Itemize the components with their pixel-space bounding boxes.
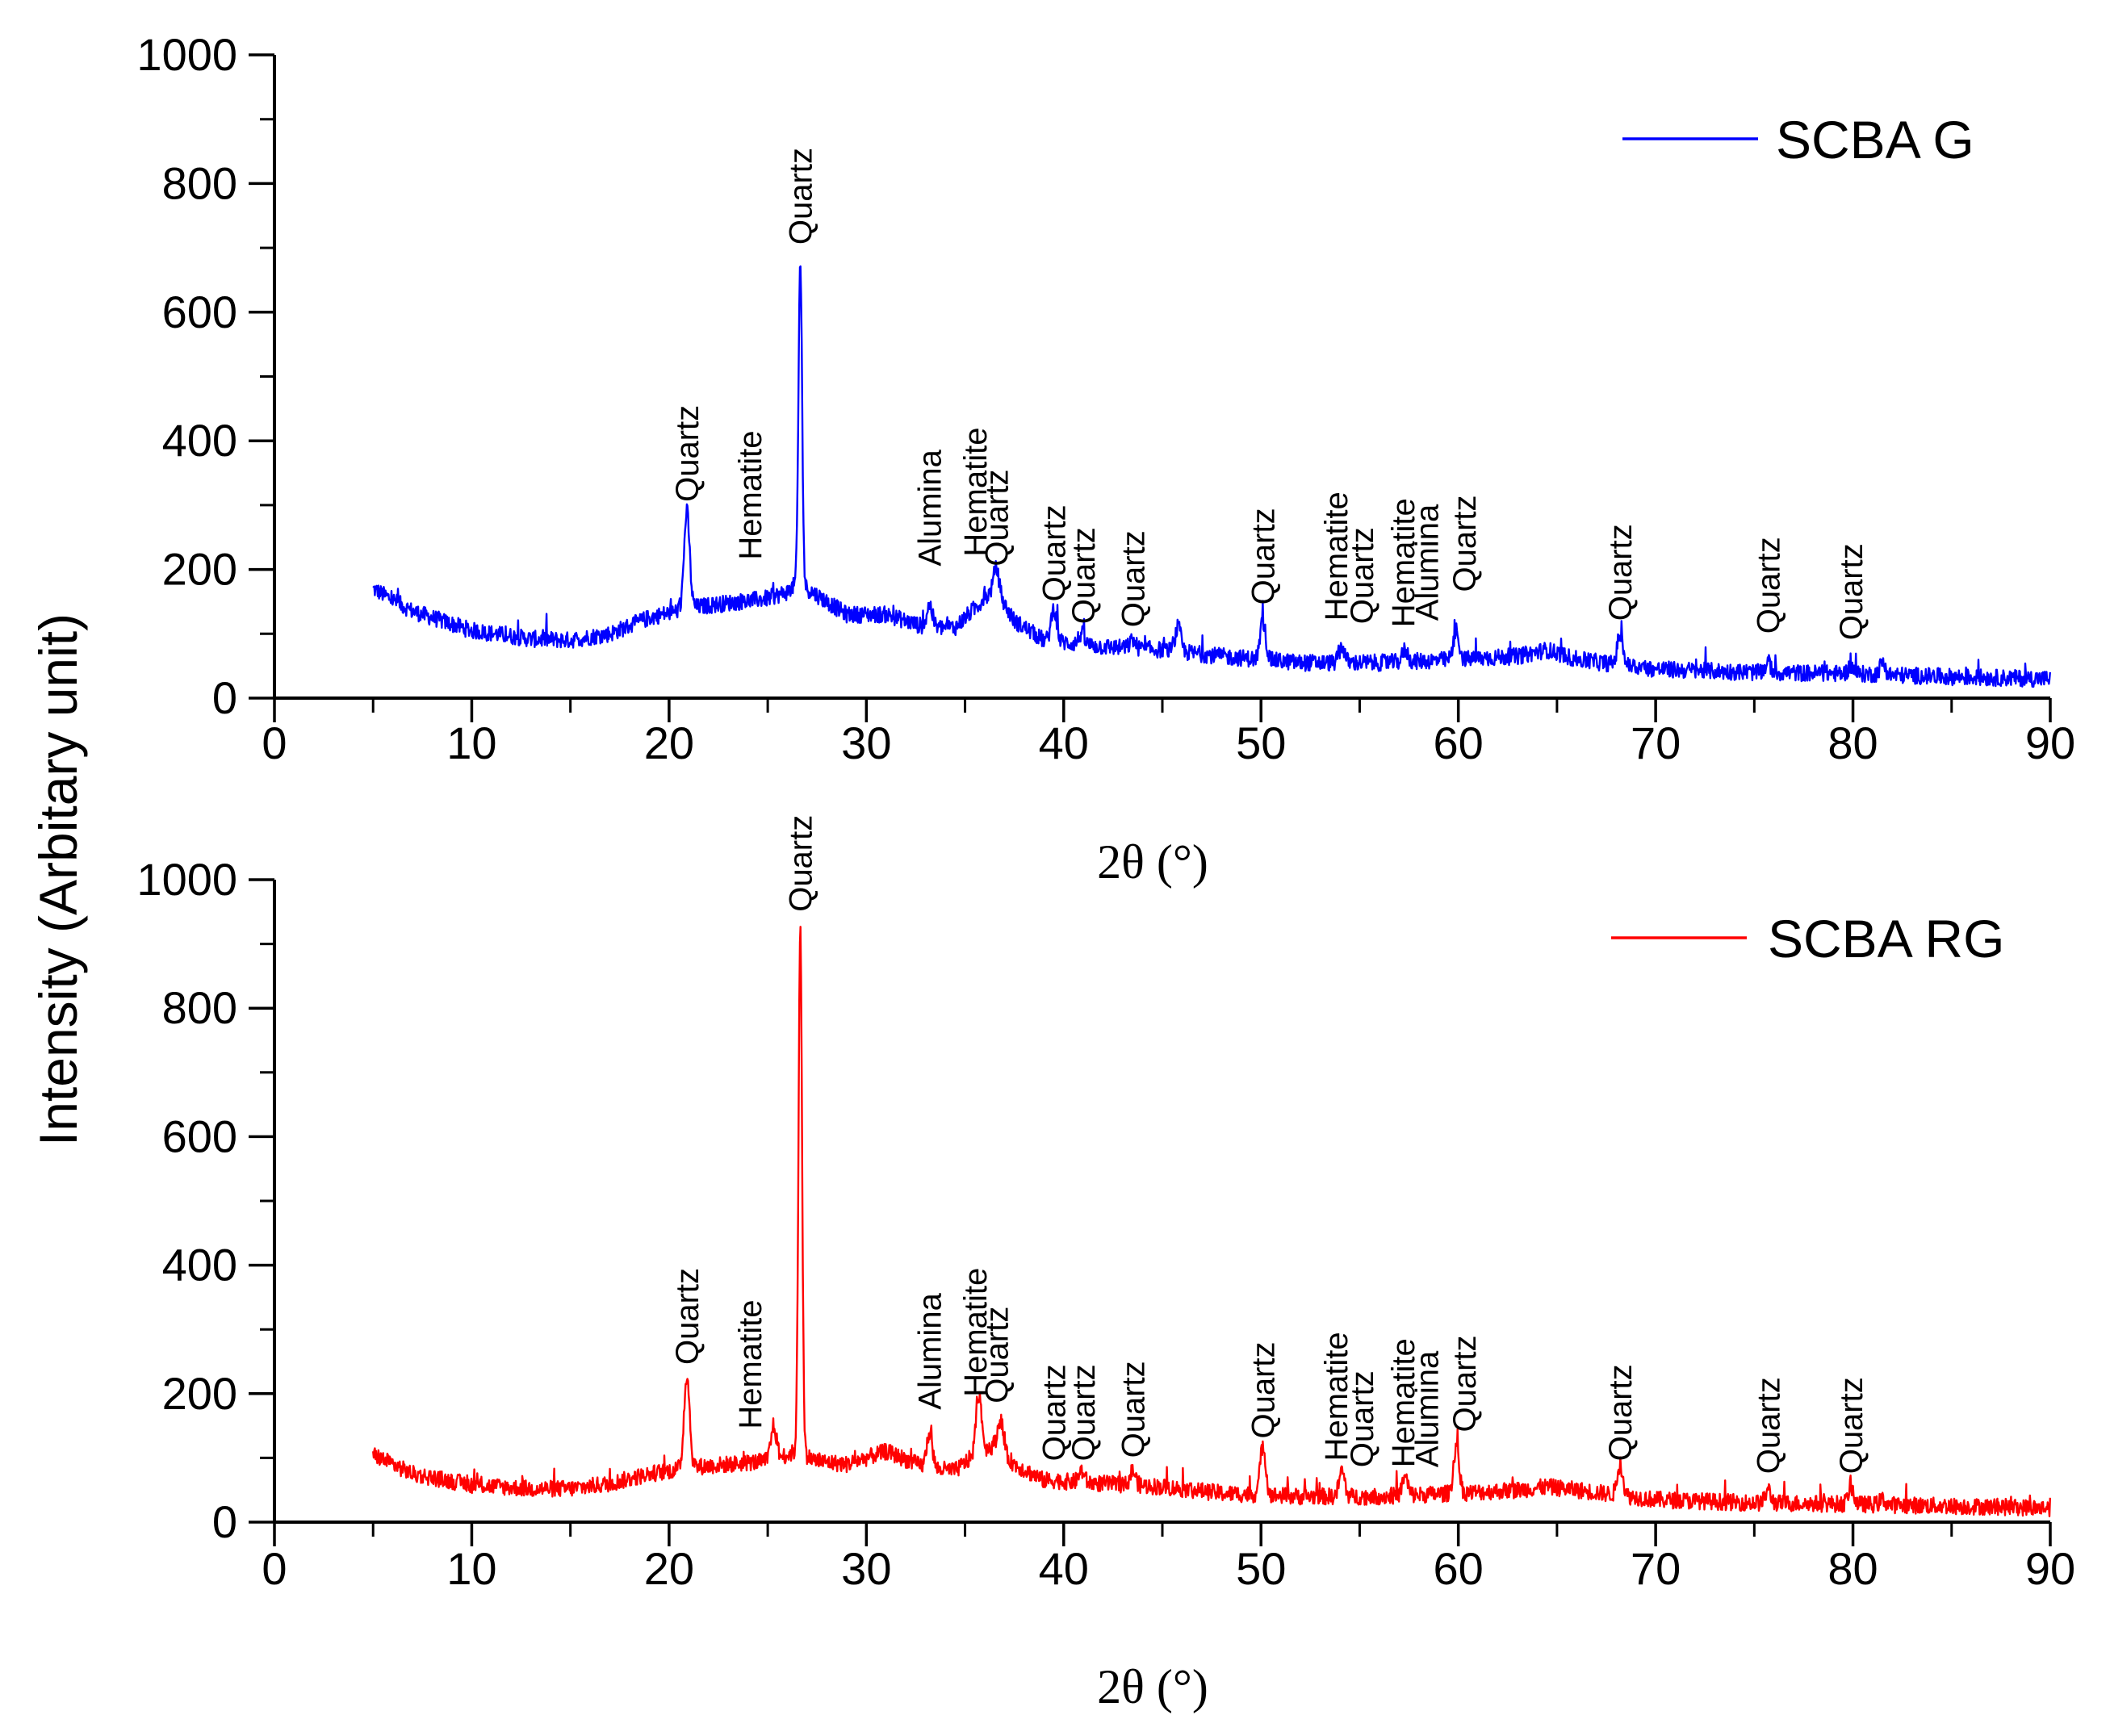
peak-label: Quartz xyxy=(1447,495,1483,592)
peak-label: Quartz xyxy=(1246,1341,1282,1438)
y-tick-label: 0 xyxy=(212,1496,237,1547)
peak-label: Quartz xyxy=(670,405,705,502)
x-tick-label: 50 xyxy=(1236,717,1286,768)
y-tick-label: 800 xyxy=(162,982,237,1033)
legend-label: SCBA G xyxy=(1776,110,1974,169)
y-tick-label: 1000 xyxy=(136,29,237,80)
y-tick-label: 400 xyxy=(162,1240,237,1290)
x-tick-label: 70 xyxy=(1631,717,1681,768)
y-tick-label: 400 xyxy=(162,415,237,466)
peak-label: Alumina xyxy=(913,449,948,566)
y-tick-label: 800 xyxy=(162,157,237,208)
legend-label: SCBA RG xyxy=(1768,909,2004,968)
series-line-scba-rg xyxy=(372,926,2051,1517)
x-tick-label: 60 xyxy=(1434,717,1484,768)
x-tick-label: 20 xyxy=(644,717,694,768)
x-tick-label: 20 xyxy=(644,1543,694,1594)
peak-label: Hematite xyxy=(733,431,768,560)
x-tick-label: 0 xyxy=(262,717,287,768)
peak-label: Hematite xyxy=(958,1268,994,1397)
peak-label: Hematite xyxy=(733,1300,768,1429)
peak-label: Alumina xyxy=(913,1292,948,1409)
peak-label: Hematite xyxy=(1319,492,1354,621)
x-tick-label: 60 xyxy=(1434,1543,1484,1594)
peak-label: Quartz xyxy=(783,148,818,245)
panel-scba-rg: 0 200 400 600 800 1000 0 10 20 30 40 50 60 70 80 90 2θ (… xyxy=(136,815,2075,1713)
peak-label: Quartz xyxy=(980,470,1015,567)
x-tick-label: 80 xyxy=(1827,717,1878,768)
peak-label: Quartz xyxy=(670,1268,705,1365)
peak-label: Alumina xyxy=(1410,504,1446,621)
y-tick-label: 200 xyxy=(162,544,237,595)
x-axis-title: 2θ (°) xyxy=(1097,835,1208,889)
y-tick-label: 0 xyxy=(212,672,237,723)
x-tick-label: 40 xyxy=(1039,717,1089,768)
y-tick-label: 600 xyxy=(162,1111,237,1161)
peak-label: Quartz xyxy=(1834,543,1869,640)
x-tick-label: 30 xyxy=(841,717,891,768)
peak-label: Quartz xyxy=(980,1307,1015,1403)
x-axis-title: 2θ (°) xyxy=(1097,1660,1208,1713)
peak-label: Hematite xyxy=(1319,1332,1354,1461)
peak-label: Quartz xyxy=(1037,504,1073,601)
x-tick-label: 40 xyxy=(1039,1543,1089,1594)
peak-label: Hematite xyxy=(1386,498,1421,627)
peak-label: Alumina xyxy=(1410,1350,1446,1467)
x-tick-label: 70 xyxy=(1631,1543,1681,1594)
peak-label: Quartz xyxy=(783,815,818,912)
peak-label: Quartz xyxy=(1603,1364,1639,1461)
peak-label: Quartz xyxy=(1603,524,1639,621)
peak-label: Hematite xyxy=(958,428,994,557)
peak-label: Quartz xyxy=(1116,530,1151,627)
y-tick-label: 600 xyxy=(162,287,237,337)
x-tick-label: 30 xyxy=(841,1543,891,1594)
x-tick-label: 0 xyxy=(262,1543,287,1594)
peak-label: Quartz xyxy=(1246,508,1282,604)
peak-label: Quartz xyxy=(1751,537,1786,634)
peak-label: Quartz xyxy=(1447,1335,1483,1432)
y-tick-label: 1000 xyxy=(136,854,237,905)
panel-scba-g: 0 200 400 600 800 1000 0 10 20 30 40 50 60 70 80 90 2θ (… xyxy=(136,29,2075,889)
x-tick-label: 10 xyxy=(446,717,496,768)
x-tick-label: 90 xyxy=(2025,1543,2075,1594)
x-tick-label: 90 xyxy=(2025,717,2075,768)
peak-label: Hematite xyxy=(1386,1338,1421,1467)
x-tick-label: 80 xyxy=(1827,1543,1878,1594)
series-line-scba-g xyxy=(372,265,2051,688)
peak-label: Quartz xyxy=(1751,1377,1786,1474)
x-tick-label: 10 xyxy=(446,1543,496,1594)
peak-label: Quartz xyxy=(1116,1361,1151,1458)
peak-label: Quartz xyxy=(1345,1370,1380,1467)
y-axis-label: Intensity (Arbitary unit) xyxy=(28,613,88,1146)
x-tick-label: 50 xyxy=(1236,1543,1286,1594)
peak-label: Quartz xyxy=(1066,527,1102,624)
peak-label: Quartz xyxy=(1834,1377,1869,1474)
peak-label: Quartz xyxy=(1037,1364,1073,1461)
peak-label: Quartz xyxy=(1066,1364,1102,1461)
peak-label: Quartz xyxy=(1345,527,1380,624)
y-tick-label: 200 xyxy=(162,1368,237,1419)
